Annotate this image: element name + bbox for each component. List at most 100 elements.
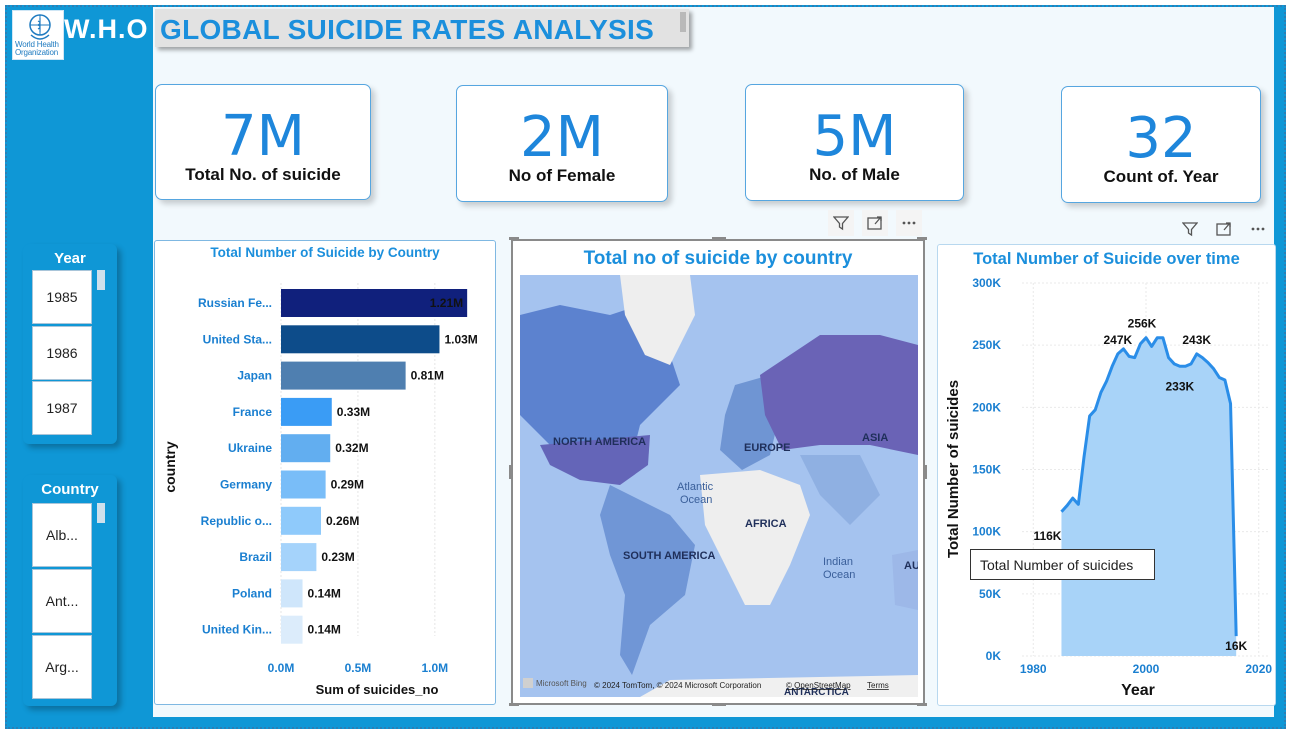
kpi-label: No. of Male — [809, 165, 900, 184]
map-label-atlantic-1: Atlantic — [677, 481, 714, 493]
line-point-label: 256K — [1128, 317, 1157, 331]
bar-mark — [281, 615, 303, 644]
bing-logo: Microsoft Bing — [536, 679, 587, 688]
resize-handle[interactable] — [917, 703, 927, 706]
map-label-africa: AFRICA — [745, 518, 787, 530]
kpi-year-count-card[interactable]: 32 Count of. Year — [1061, 86, 1261, 203]
who-label: W.H.O — [64, 14, 149, 44]
bar-mark — [281, 434, 331, 463]
resize-handle[interactable] — [509, 703, 519, 706]
title-banner: GLOBAL SUICIDE RATES ANALYSIS — [155, 9, 689, 47]
line-x-tick-label: 2000 — [1133, 662, 1160, 676]
resize-handle[interactable] — [712, 703, 726, 706]
bar-value-label: 1.21M — [430, 296, 463, 310]
africa-region — [700, 470, 810, 605]
bar-y-axis-title: country — [162, 441, 178, 493]
title-accent-bar — [680, 12, 686, 32]
un-emblem-icon — [29, 14, 51, 40]
bar-mark — [281, 543, 317, 572]
bar-category-label: Ukraine — [228, 441, 272, 455]
line-chart-card[interactable]: Total Number of Suicide over time 0K 50K 1… — [937, 244, 1276, 706]
resize-handle[interactable] — [924, 465, 927, 479]
line-series — [1060, 336, 1238, 637]
bar-value-label: 0.81M — [411, 369, 444, 383]
bar-category-label: Russian Fe... — [198, 296, 272, 310]
map-label-asia: ASIA — [862, 432, 888, 444]
line-y-tick-label: 100K — [972, 525, 1001, 539]
middle-east-region — [800, 455, 880, 525]
line-y-tick-label: 250K — [972, 338, 1001, 352]
resize-handle[interactable] — [509, 465, 512, 479]
kpi-value: 2M — [520, 105, 604, 170]
line-x-tick-label: 2020 — [1245, 662, 1272, 676]
bar-chart-title: Total Number of Suicide by Country — [210, 245, 440, 260]
focus-mode-icon[interactable] — [1211, 216, 1237, 242]
more-options-icon[interactable] — [896, 210, 922, 236]
bar-category-label: Poland — [232, 586, 272, 600]
year-slicer: Year 1985 1986 1987 — [23, 244, 117, 444]
line-y-tick-label: 200K — [972, 400, 1001, 414]
country-slicer-item[interactable]: Alb... — [32, 503, 92, 567]
map-label-antarctica: ANTARCTICA — [784, 687, 849, 697]
bar-x-axis-title: Sum of suicides_no — [316, 682, 439, 697]
bar-mark — [281, 325, 440, 354]
resize-handle[interactable] — [509, 237, 519, 240]
page-title: GLOBAL SUICIDE RATES ANALYSIS — [160, 14, 655, 45]
antarctica-region — [640, 675, 918, 697]
world-map[interactable]: NORTH AMERICA EUROPE ASIA Atlantic Ocean… — [520, 275, 918, 697]
map-selection-border — [511, 239, 925, 705]
south-america-region — [600, 485, 695, 675]
bing-icon — [523, 678, 533, 688]
bar-category-label: Brazil — [239, 550, 272, 564]
bar-value-label: 0.14M — [308, 586, 341, 600]
line-visual-toolbar — [1177, 216, 1271, 242]
bar-x-tick-label: 0.0M — [268, 661, 295, 675]
bar-value-label: 0.23M — [321, 550, 354, 564]
bar-mark — [281, 361, 406, 390]
kpi-value: 32 — [1125, 106, 1197, 171]
country-slicer-item[interactable]: Ant... — [32, 569, 92, 633]
australia-region — [892, 550, 918, 610]
line-chart-plot: 0K 50K 100K 150K 200K 250K 300K 1980 2000 2020 116… — [945, 276, 1272, 699]
resize-handle[interactable] — [917, 237, 927, 240]
kpi-value: 7M — [221, 104, 305, 169]
map-label-south-america: SOUTH AMERICA — [623, 550, 716, 562]
map-card[interactable]: Total no of suicide by country NORTH AME… — [513, 241, 923, 703]
kpi-male-card[interactable]: 5M No. of Male — [745, 84, 964, 201]
line-y-tick-label: 300K — [972, 276, 1001, 290]
bar-category-label: Republic o... — [201, 514, 272, 528]
year-slicer-item[interactable]: 1986 — [32, 326, 92, 380]
focus-mode-icon[interactable] — [862, 210, 888, 236]
logo-text-line2: Organization — [15, 48, 58, 57]
greenland-region — [620, 275, 695, 365]
kpi-total-suicide-card[interactable]: 7M Total No. of suicide — [155, 84, 371, 200]
bar-value-label: 0.14M — [308, 623, 341, 637]
line-point-label: 243K — [1182, 333, 1211, 347]
resize-handle[interactable] — [712, 237, 726, 240]
kpi-female-card[interactable]: 2M No of Female — [456, 85, 668, 202]
terms-link[interactable]: Terms — [867, 681, 889, 690]
line-point-label: 247K — [1103, 333, 1132, 347]
year-slicer-item[interactable]: 1987 — [32, 381, 92, 435]
bar-chart-card[interactable]: Total Number of Suicide by Country 0.0M 0… — [154, 240, 496, 705]
map-label-au: AU — [904, 560, 918, 572]
map-label-atlantic-2: Ocean — [680, 494, 712, 506]
map-title: Total no of suicide by country — [583, 248, 853, 269]
line-point-label: 16K — [1225, 639, 1247, 653]
bar-value-label: 1.03M — [444, 332, 477, 346]
filter-icon[interactable] — [828, 210, 854, 236]
osm-link[interactable]: © OpenStreetMap — [786, 681, 851, 690]
country-slicer-item[interactable]: Arg... — [32, 635, 92, 699]
year-slicer-item[interactable]: 1985 — [32, 270, 92, 324]
filter-icon[interactable] — [1177, 216, 1203, 242]
line-point-label: 116K — [1033, 529, 1061, 543]
year-slicer-scrollbar[interactable] — [97, 270, 105, 290]
who-logo: World Health Organization — [12, 10, 64, 60]
more-options-icon[interactable] — [1245, 216, 1271, 242]
north-america-region — [520, 305, 680, 480]
asia-region — [760, 335, 918, 455]
kpi-label: Total No. of suicide — [185, 165, 341, 184]
bar-category-label: United Kin... — [202, 623, 272, 637]
bar-x-tick-label: 0.5M — [345, 661, 372, 675]
country-slicer-scrollbar[interactable] — [97, 503, 105, 523]
